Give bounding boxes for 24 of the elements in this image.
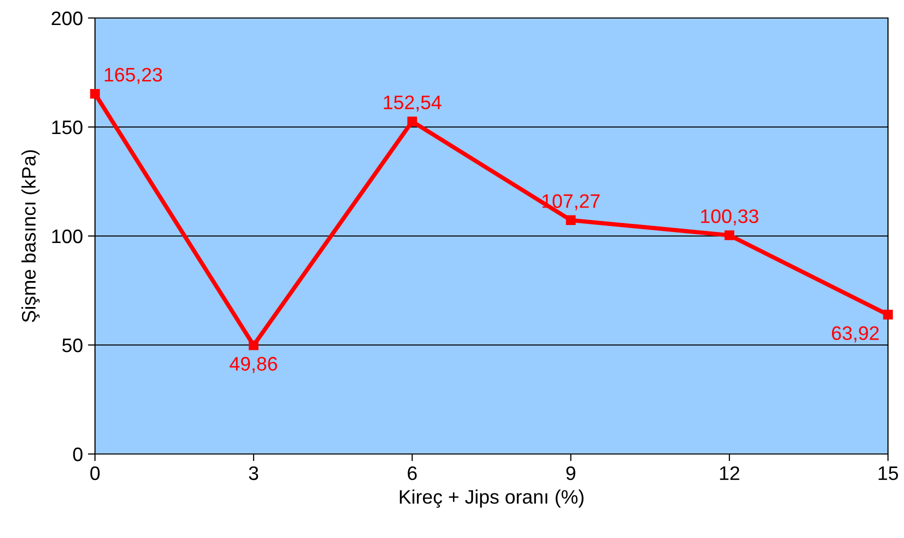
y-tick-label: 150: [52, 120, 82, 134]
x-tick-label: 12: [720, 466, 740, 480]
y-axis-title: Şişme basıncı (kPa): [21, 150, 40, 322]
data-label: 152,54: [384, 96, 442, 112]
point: [724, 230, 734, 240]
data-label: 49,86: [230, 356, 278, 373]
x-axis-title: Kireç + Jips oranı (%): [400, 489, 584, 508]
x-tick-label: 9: [566, 466, 576, 480]
x-tick-label: 0: [90, 466, 100, 480]
y-tick-label: 200: [52, 11, 82, 26]
x-tick-label: 6: [408, 466, 417, 480]
x-tick-label: 15: [878, 466, 898, 480]
point: [248, 340, 258, 350]
data-label: 165,23: [104, 68, 162, 84]
data-label: 63,92: [832, 326, 879, 342]
x-tick-label: 3: [248, 466, 258, 480]
data-label: 100,33: [701, 209, 758, 226]
point: [90, 88, 100, 99]
point: [407, 116, 418, 126]
y-tick-label: 50: [62, 338, 82, 352]
point: [883, 310, 893, 320]
y-tick-label: 0: [73, 447, 82, 462]
y-tick-label: 100: [52, 229, 82, 244]
point: [566, 215, 576, 226]
